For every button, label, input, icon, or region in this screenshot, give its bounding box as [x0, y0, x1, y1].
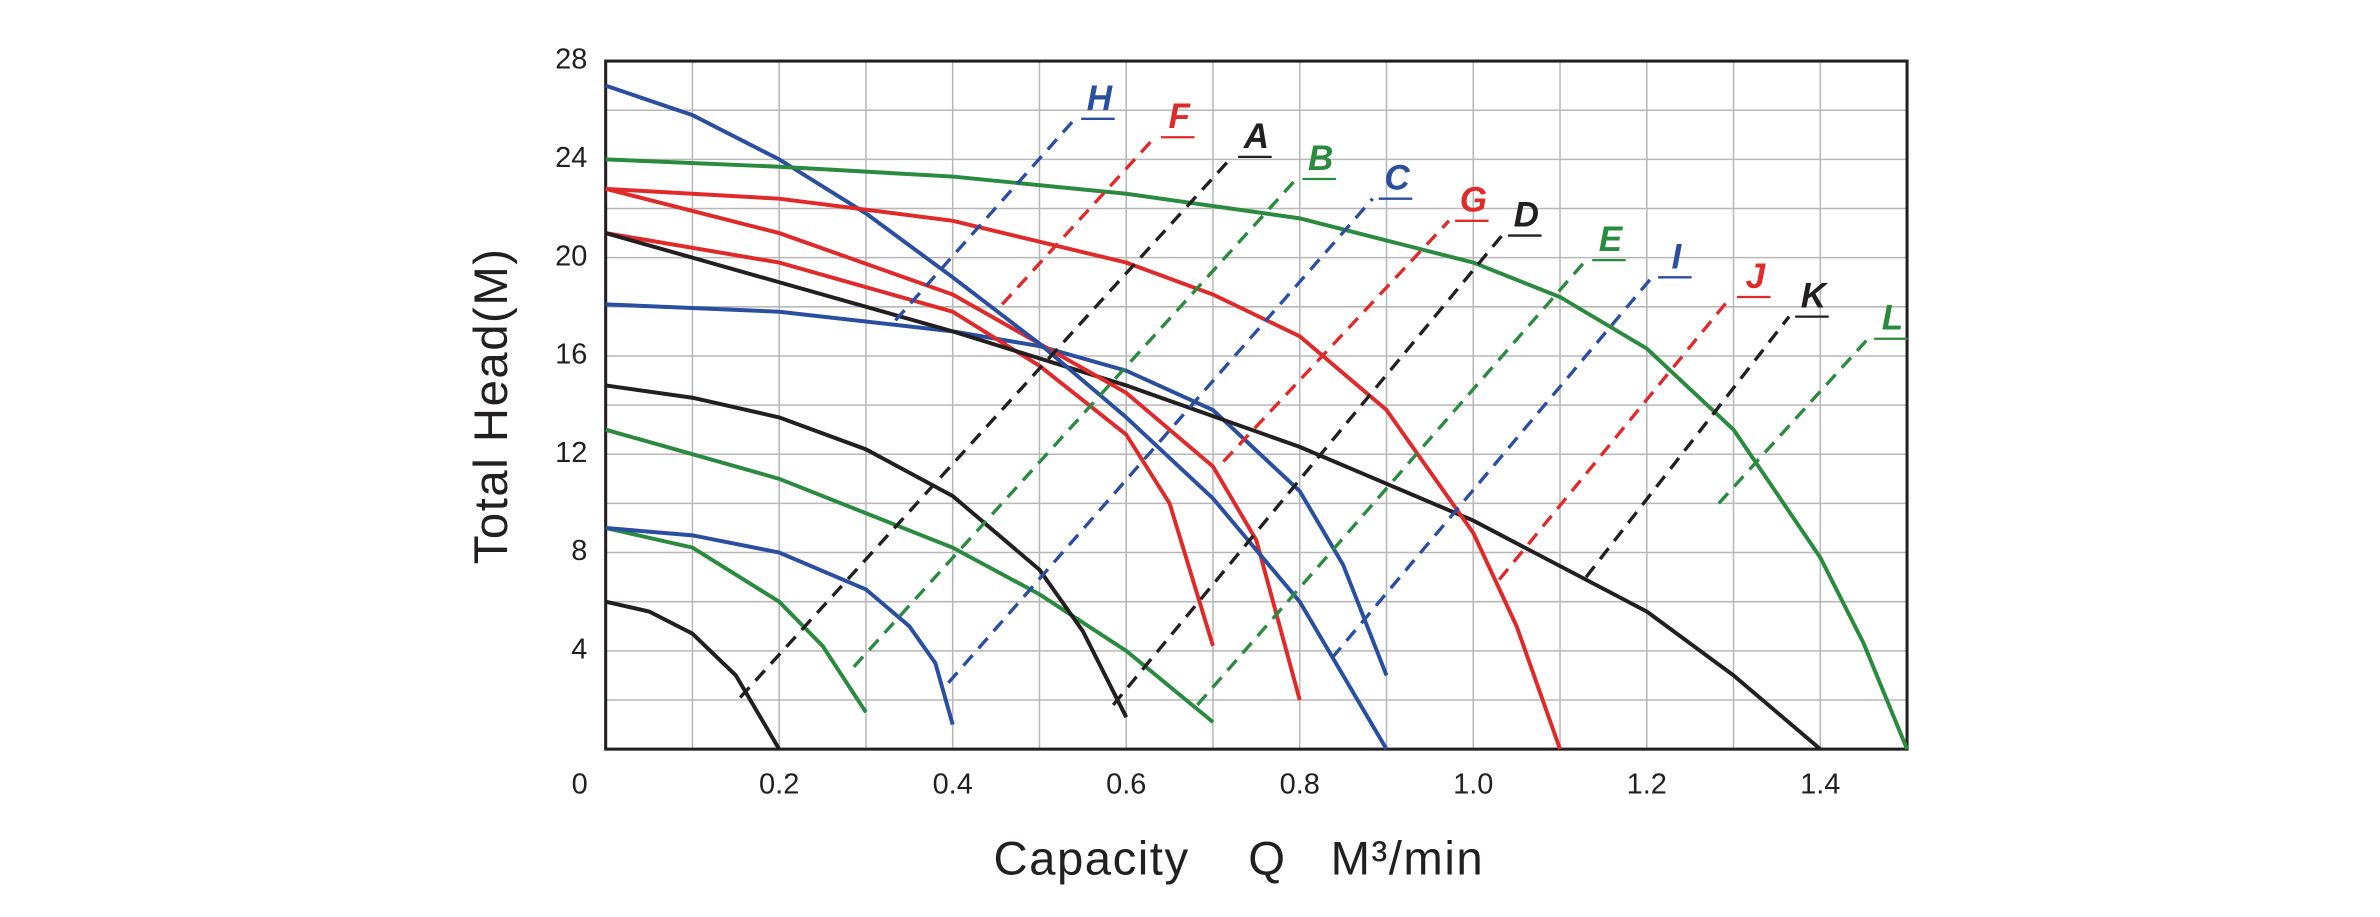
x-tick-label: 0.8	[1280, 768, 1320, 800]
system-curve	[852, 177, 1298, 668]
y-tick-label: 20	[555, 240, 587, 272]
x-tick-label: 0.6	[1106, 768, 1146, 800]
x-tick-label: 0.2	[759, 768, 799, 800]
series-label: E	[1599, 220, 1624, 259]
x-tick-label: 1.2	[1627, 768, 1667, 800]
system-curve	[1196, 259, 1588, 707]
y-tick-label: 28	[555, 44, 587, 76]
series-label: A	[1243, 117, 1269, 156]
series-label: B	[1308, 139, 1333, 178]
pump-curve	[605, 526, 868, 714]
x-tick-label: 0	[572, 768, 588, 800]
pump-curve	[605, 83, 1389, 751]
y-tick-label: 4	[571, 633, 587, 665]
y-axis-title: Total Head(M)	[465, 247, 518, 564]
series-label: K	[1801, 277, 1829, 316]
pump-curve	[605, 599, 781, 751]
system-curve	[1497, 295, 1733, 581]
x-axis-title: Capacity Q M³/min	[993, 833, 1484, 886]
x-tick-label: 1.4	[1800, 768, 1840, 800]
plot-frame	[604, 59, 1909, 751]
pump-curve	[605, 231, 1822, 751]
y-tick-label: 12	[555, 437, 587, 469]
system-curve	[1717, 337, 1870, 505]
series-label: G	[1460, 181, 1487, 220]
y-tick-label: 8	[571, 535, 587, 567]
pump-curve	[605, 526, 955, 726]
pump-curve	[605, 383, 1128, 719]
series-label: F	[1169, 97, 1192, 136]
y-tick-label: 16	[555, 339, 587, 371]
system-curve	[947, 197, 1374, 684]
system-curve	[1330, 276, 1654, 660]
system-curve	[1584, 315, 1791, 579]
series-label: J	[1746, 257, 1767, 296]
pump-curve	[605, 302, 1389, 677]
series-label: L	[1882, 299, 1903, 338]
x-tick-label: 0.4	[933, 768, 973, 800]
system-curve	[1111, 234, 1504, 706]
system-curve	[1222, 219, 1451, 463]
series-label: D	[1514, 196, 1539, 235]
pump-curve	[605, 186, 1562, 750]
system-curve	[738, 155, 1234, 699]
y-tick-label: 24	[555, 142, 587, 174]
pump-curve	[605, 231, 1215, 647]
series-label: I	[1672, 237, 1683, 276]
system-curve	[894, 117, 1077, 322]
pump-curve	[605, 427, 1215, 724]
pump-curve	[605, 186, 1302, 701]
pump-curve	[605, 157, 1909, 750]
series-label: C	[1384, 159, 1410, 198]
system-curve	[1000, 136, 1157, 306]
x-tick-label: 1.0	[1453, 768, 1493, 800]
series-label: H	[1087, 79, 1113, 118]
